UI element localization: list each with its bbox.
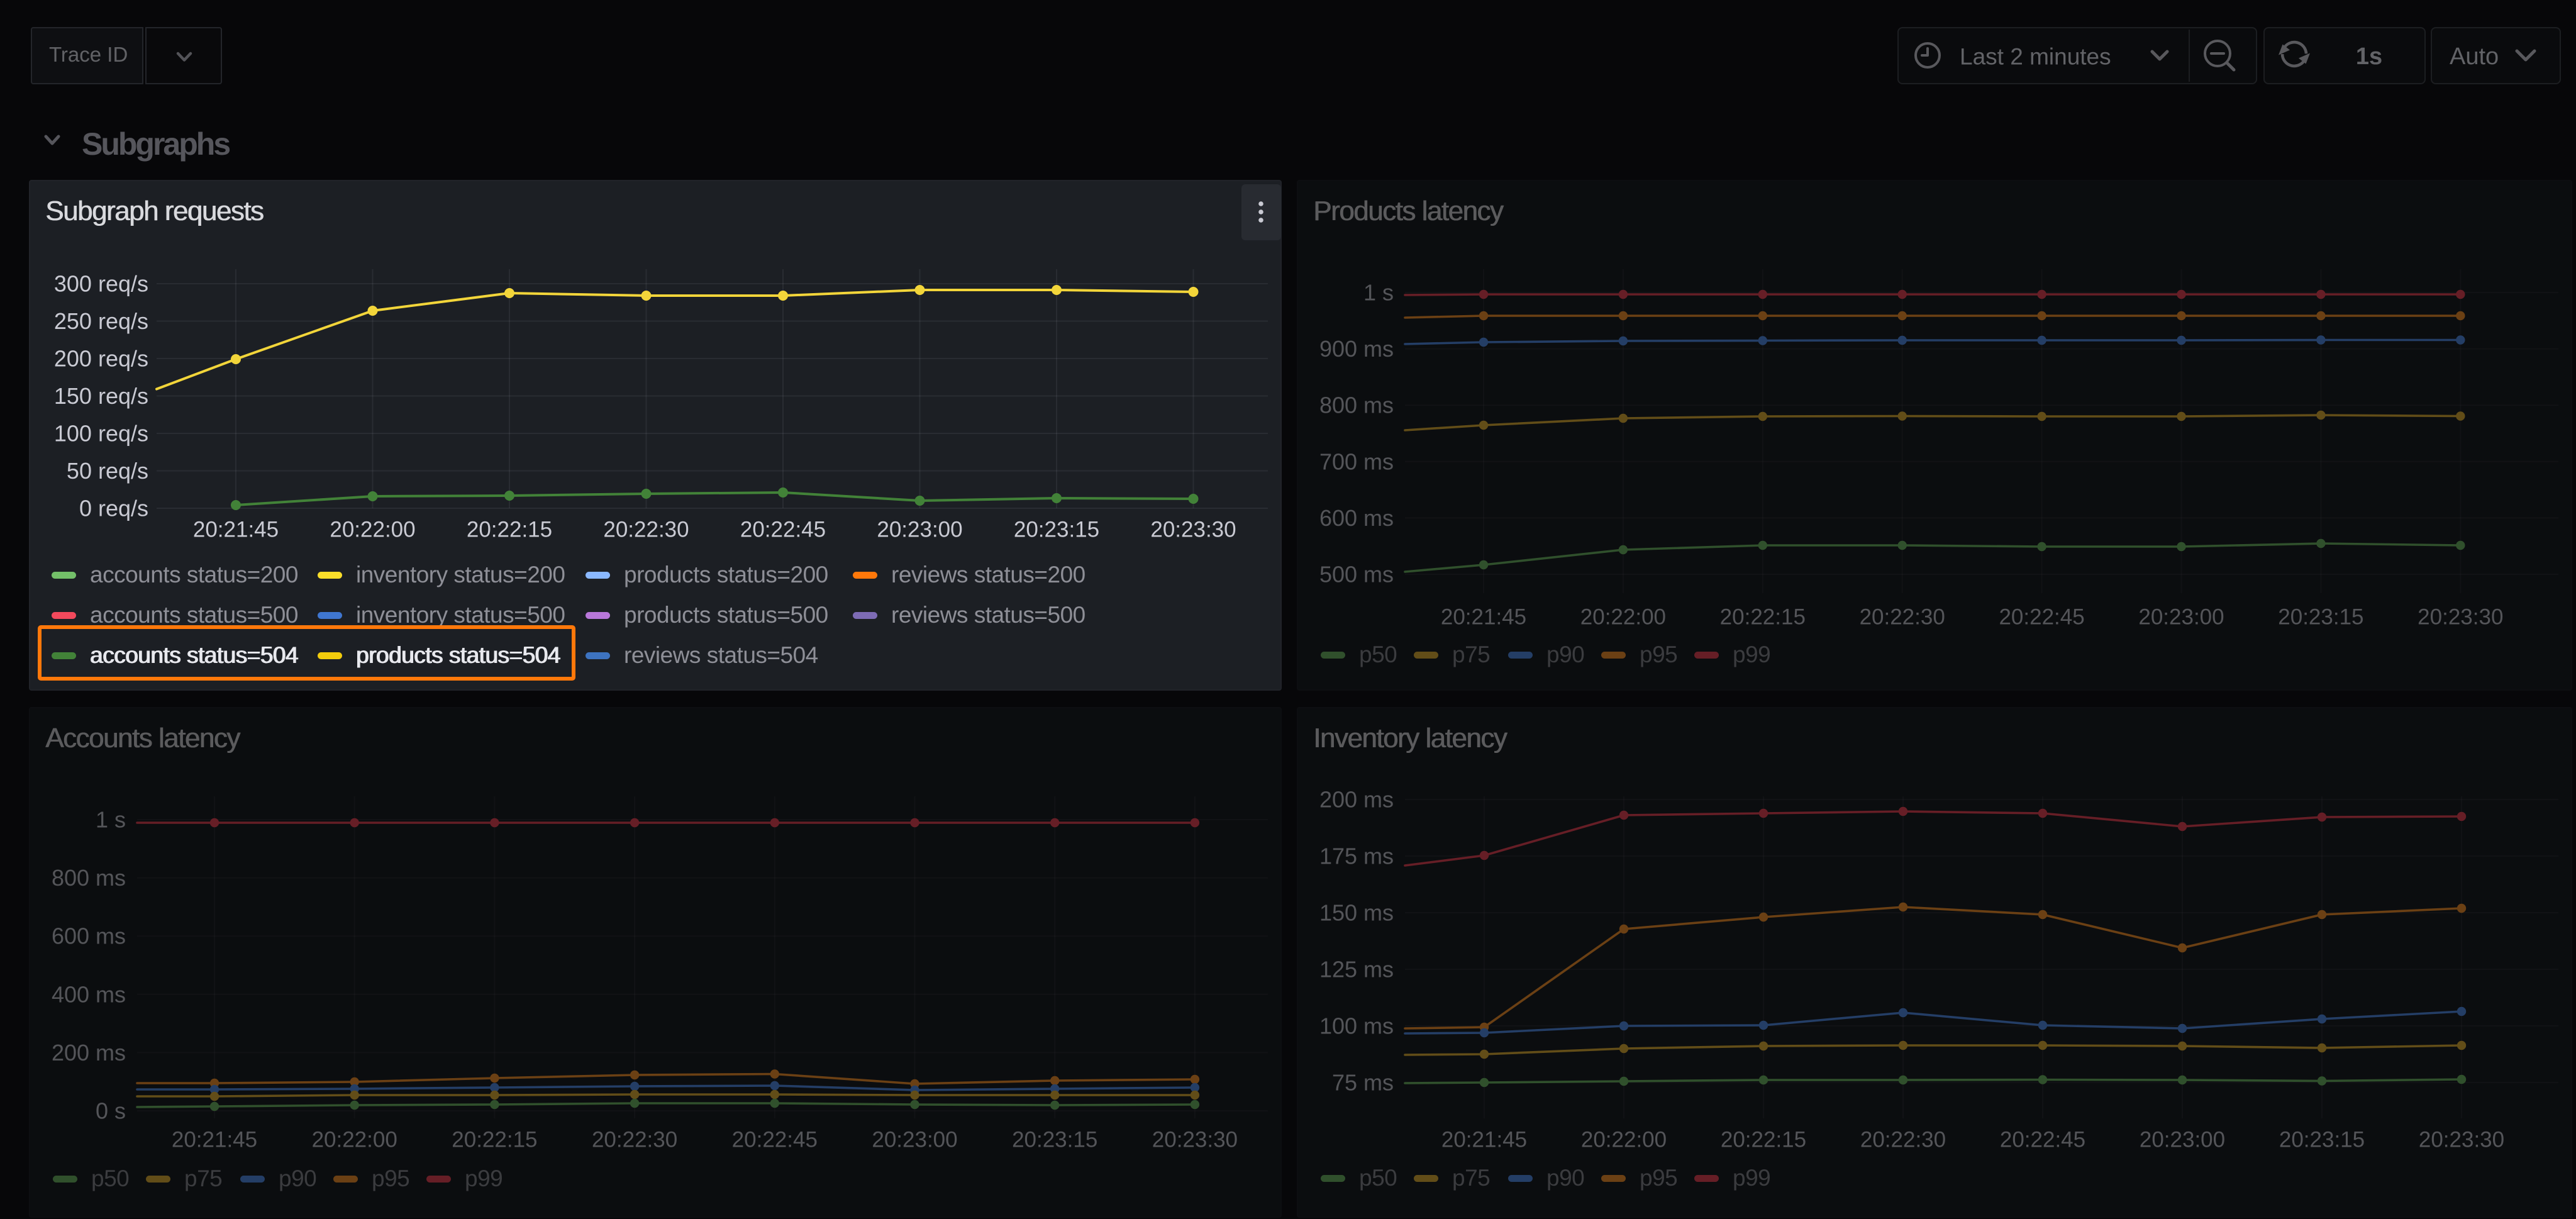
svg-text:20:23:15: 20:23:15 (1014, 518, 1099, 542)
svg-text:300 req/s: 300 req/s (54, 271, 148, 297)
svg-text:20:23:00: 20:23:00 (2140, 1128, 2225, 1152)
svg-text:200 req/s: 200 req/s (54, 346, 148, 372)
svg-text:20:22:30: 20:22:30 (1860, 1128, 1946, 1152)
svg-text:500 ms: 500 ms (1319, 562, 1394, 587)
svg-text:150 req/s: 150 req/s (54, 383, 148, 409)
svg-text:150 ms: 150 ms (1319, 900, 1394, 926)
svg-text:200 ms: 200 ms (52, 1040, 126, 1066)
svg-text:20:23:15: 20:23:15 (1012, 1128, 1097, 1152)
svg-text:20:22:45: 20:22:45 (740, 518, 826, 542)
svg-text:20:21:45: 20:21:45 (1441, 1128, 1527, 1152)
svg-text:20:22:00: 20:22:00 (1580, 605, 1666, 630)
svg-text:125 ms: 125 ms (1319, 957, 1394, 982)
svg-text:600 ms: 600 ms (1319, 505, 1394, 531)
svg-text:20:21:45: 20:21:45 (1441, 605, 1526, 630)
svg-text:20:21:45: 20:21:45 (193, 518, 279, 542)
svg-text:Last 2 minutes: Last 2 minutes (1960, 44, 2111, 70)
svg-text:400 ms: 400 ms (52, 981, 126, 1007)
svg-text:600 ms: 600 ms (52, 923, 126, 949)
svg-text:75 ms: 75 ms (1332, 1070, 1394, 1096)
svg-text:20:22:15: 20:22:15 (467, 518, 552, 542)
svg-text:20:22:45: 20:22:45 (1999, 605, 2084, 630)
svg-text:100 ms: 100 ms (1319, 1013, 1394, 1039)
svg-text:200 ms: 200 ms (1319, 787, 1394, 813)
svg-text:20:22:30: 20:22:30 (592, 1128, 677, 1152)
svg-text:20:21:45: 20:21:45 (172, 1128, 257, 1152)
svg-text:100 req/s: 100 req/s (54, 421, 148, 447)
svg-text:0 s: 0 s (96, 1098, 126, 1124)
svg-text:20:22:00: 20:22:00 (312, 1128, 397, 1152)
svg-text:1 s: 1 s (1363, 280, 1394, 306)
svg-text:20:22:30: 20:22:30 (603, 518, 689, 542)
svg-text:800 ms: 800 ms (52, 865, 126, 891)
svg-text:20:22:15: 20:22:15 (452, 1128, 537, 1152)
svg-text:Auto: Auto (2450, 43, 2499, 70)
svg-text:1 s: 1 s (96, 807, 126, 833)
svg-text:20:22:30: 20:22:30 (1860, 605, 1945, 630)
svg-text:20:23:30: 20:23:30 (2419, 1128, 2504, 1152)
svg-text:20:22:15: 20:22:15 (1721, 1128, 1806, 1152)
svg-text:0 req/s: 0 req/s (79, 496, 148, 521)
svg-text:20:22:00: 20:22:00 (1581, 1128, 1667, 1152)
svg-text:20:22:00: 20:22:00 (330, 518, 415, 542)
svg-text:175 ms: 175 ms (1319, 843, 1394, 869)
svg-text:20:23:00: 20:23:00 (2138, 605, 2224, 630)
svg-text:20:23:00: 20:23:00 (877, 518, 962, 542)
svg-text:900 ms: 900 ms (1319, 336, 1394, 362)
svg-text:20:23:30: 20:23:30 (1152, 1128, 1238, 1152)
svg-text:20:22:45: 20:22:45 (2000, 1128, 2085, 1152)
svg-text:20:22:15: 20:22:15 (1720, 605, 1806, 630)
svg-text:20:22:45: 20:22:45 (732, 1128, 818, 1152)
svg-text:800 ms: 800 ms (1319, 392, 1394, 418)
svg-text:20:23:15: 20:23:15 (2279, 1128, 2365, 1152)
svg-text:50 req/s: 50 req/s (67, 458, 148, 484)
svg-text:1s: 1s (2356, 43, 2382, 70)
svg-text:20:23:30: 20:23:30 (2418, 605, 2503, 630)
svg-text:20:23:15: 20:23:15 (2278, 605, 2363, 630)
svg-text:20:23:30: 20:23:30 (1150, 518, 1236, 542)
svg-text:20:23:00: 20:23:00 (872, 1128, 957, 1152)
svg-text:700 ms: 700 ms (1319, 448, 1394, 474)
svg-text:250 req/s: 250 req/s (54, 308, 148, 334)
